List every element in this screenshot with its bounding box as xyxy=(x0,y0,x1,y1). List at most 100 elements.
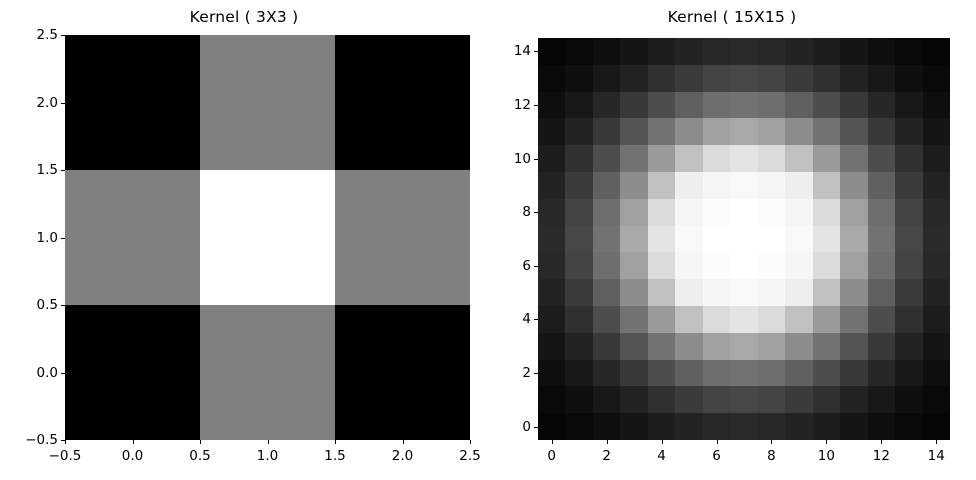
heatmap-cell xyxy=(812,279,841,306)
heatmap-cell xyxy=(867,225,896,253)
heatmap-cell xyxy=(620,386,648,414)
x-tick-mark xyxy=(826,440,828,444)
heatmap-cell xyxy=(675,38,703,65)
heatmap-cell xyxy=(840,332,868,360)
heatmap-cell xyxy=(675,64,703,92)
heatmap-cell xyxy=(620,198,648,226)
heatmap-cell xyxy=(538,413,566,440)
heatmap-cell xyxy=(592,413,621,440)
heatmap-cell xyxy=(538,225,566,253)
heatmap-cell xyxy=(812,145,841,172)
heatmap-cell xyxy=(647,279,676,306)
x-tick-label: 2 xyxy=(602,448,611,464)
heatmap-cell xyxy=(592,386,621,414)
heatmap-cell xyxy=(922,145,950,172)
heatmap-cell xyxy=(812,359,841,387)
chart-title-right: Kernel ( 15X15 ) xyxy=(667,8,797,26)
heatmap-cell xyxy=(895,145,923,172)
heatmap-cell xyxy=(702,145,731,172)
heatmap-cell xyxy=(812,118,841,146)
x-tick-label: 6 xyxy=(712,448,721,464)
heatmap-cell xyxy=(647,332,676,360)
heatmap-cell xyxy=(730,91,758,119)
heatmap-cell xyxy=(565,332,593,360)
heatmap-cell xyxy=(867,386,896,414)
heatmap-cell xyxy=(895,198,923,226)
heatmap-cell xyxy=(867,198,896,226)
x-tick-label: 4 xyxy=(657,448,666,464)
heatmap-cell xyxy=(592,118,621,146)
x-tick-label: 12 xyxy=(872,448,890,464)
heatmap-cell xyxy=(565,145,593,172)
x-tick-mark xyxy=(470,440,471,444)
heatmap-cell xyxy=(895,279,923,306)
heatmap-cell xyxy=(757,171,786,199)
heatmap-cell xyxy=(922,386,950,414)
heatmap-cell xyxy=(895,118,923,146)
x-tick-mark xyxy=(936,440,938,444)
heatmap-cell xyxy=(812,198,841,226)
heatmap-cell xyxy=(592,145,621,172)
x-tick-label: 0 xyxy=(547,448,557,464)
heatmap-cell xyxy=(538,145,566,172)
heatmap-cell xyxy=(647,145,676,172)
heatmap-cell xyxy=(785,64,813,92)
heatmap-cell xyxy=(565,386,593,414)
heatmap-cell xyxy=(757,38,786,65)
heatmap-cell xyxy=(895,359,923,387)
y-tick-label: 2.5 xyxy=(36,27,58,43)
x-tick-label: −0.5 xyxy=(48,448,82,464)
heatmap-cell xyxy=(867,279,896,306)
heatmap-cell xyxy=(675,145,703,172)
heatmap-cell xyxy=(592,38,621,65)
heatmap-cell xyxy=(895,413,923,440)
heatmap-cell xyxy=(757,145,786,172)
heatmap-cell xyxy=(922,118,950,146)
heatmap-cell xyxy=(702,332,731,360)
heatmap-cell xyxy=(922,252,950,280)
heatmap-cell xyxy=(647,38,676,65)
heatmap-cell xyxy=(702,171,731,199)
heatmap-cell xyxy=(840,413,868,440)
y-tick-mark xyxy=(534,158,538,160)
y-tick-mark xyxy=(534,105,538,106)
x-tick-mark xyxy=(881,440,883,444)
heatmap-cell xyxy=(620,252,648,280)
heatmap-cell xyxy=(620,145,648,172)
y-tick-label: 1.5 xyxy=(36,162,58,178)
heatmap-cell xyxy=(812,305,841,333)
heatmap-cell xyxy=(200,305,335,440)
heatmap-cell xyxy=(702,64,731,92)
heatmap-cell xyxy=(565,64,593,92)
x-tick-mark xyxy=(716,440,718,444)
heatmap-cell xyxy=(895,91,923,119)
heatmap-cell xyxy=(702,359,731,387)
heatmap-cell xyxy=(730,359,758,387)
x-tick-label: 8 xyxy=(767,448,776,464)
chart-title-left: Kernel ( 3X3 ) xyxy=(189,8,299,26)
heatmap-cell xyxy=(895,332,923,360)
heatmap-cell xyxy=(538,279,566,306)
heatmap-cell xyxy=(757,359,786,387)
heatmap-cell xyxy=(730,252,758,280)
heatmap-cell xyxy=(335,305,470,440)
heatmap-cell xyxy=(730,38,758,65)
heatmap-cell xyxy=(675,332,703,360)
heatmap-cell xyxy=(730,118,758,146)
heatmap-cell xyxy=(785,332,813,360)
heatmap-cell xyxy=(565,413,593,440)
x-tick-label: 2.5 xyxy=(459,448,481,464)
heatmap-cell xyxy=(565,198,593,226)
heatmap-cell xyxy=(592,91,621,119)
heatmap-cell xyxy=(565,38,593,65)
heatmap-cell xyxy=(620,359,648,387)
heatmap-cell xyxy=(702,413,731,440)
x-tick-label: 1.5 xyxy=(324,448,346,464)
heatmap-cell xyxy=(565,225,593,253)
heatmap-cell xyxy=(702,38,731,65)
heatmap-cell xyxy=(647,64,676,92)
heatmap-cell xyxy=(867,413,896,440)
heatmap-cell xyxy=(620,118,648,146)
heatmap-cell xyxy=(840,171,868,199)
